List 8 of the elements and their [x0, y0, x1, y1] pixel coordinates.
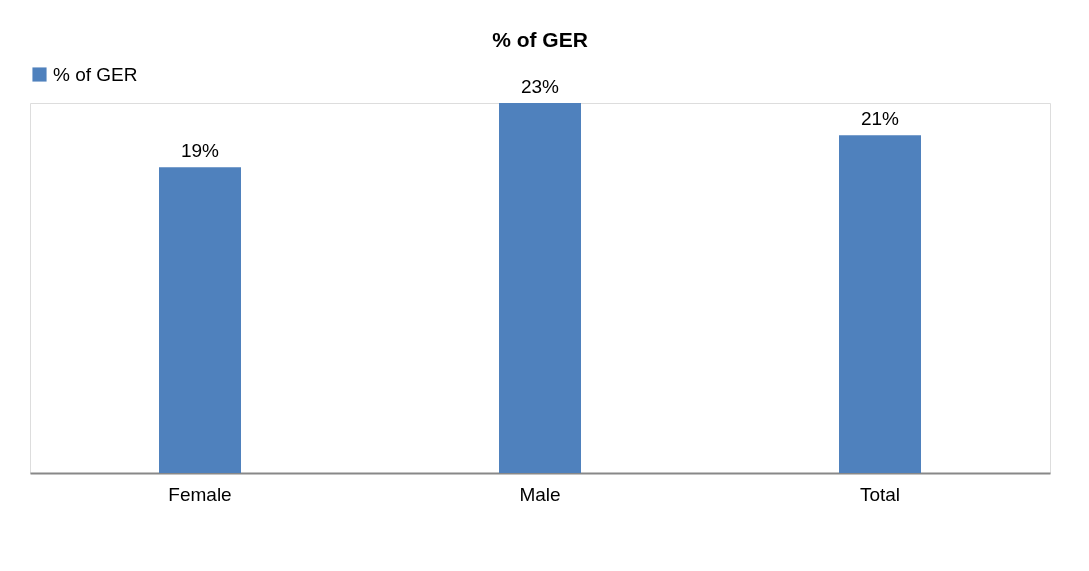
x-tick-label: Total: [859, 483, 901, 505]
legend-label: % of GER: [53, 63, 138, 85]
x-tick-label: Female: [168, 483, 232, 505]
data-label: 19%: [180, 140, 220, 162]
data-label: 21%: [860, 108, 900, 130]
chart-title: % of GER: [492, 28, 588, 51]
data-label: 23%: [520, 76, 560, 97]
x-tick-label: Male: [519, 483, 561, 505]
